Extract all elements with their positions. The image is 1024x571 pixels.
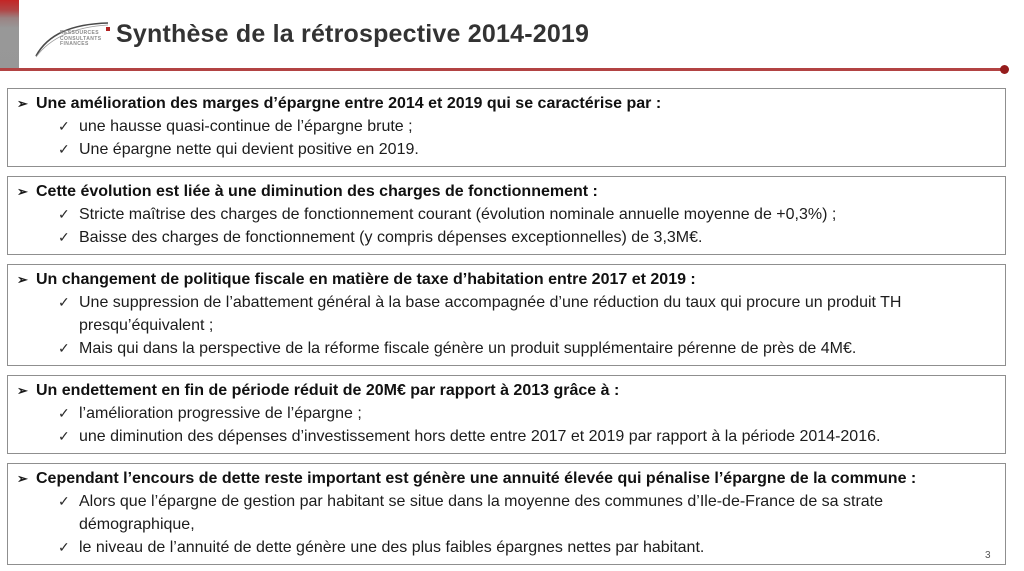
- check-icon: ✓: [58, 229, 70, 245]
- check-icon: ✓: [58, 428, 70, 444]
- left-edge-accent-bar: [0, 0, 19, 71]
- summary-box-5: ➢ Cependant l’encours de dette reste imp…: [7, 463, 1006, 565]
- list-item-text: Alors que l’épargne de gestion par habit…: [79, 493, 884, 533]
- check-icon: ✓: [58, 340, 70, 356]
- header-divider-end-dot: [1000, 65, 1009, 74]
- arrow-bullet-icon: ➢: [17, 383, 28, 398]
- box-heading-text: Cette évolution est liée à une diminutio…: [36, 183, 598, 200]
- check-icon: ✓: [58, 118, 70, 134]
- check-icon: ✓: [58, 206, 70, 222]
- list-item: ✓ le niveau de l’annuité de dette génère…: [8, 536, 997, 559]
- list-item-text: une hausse quasi-continue de l’épargne b…: [79, 118, 413, 135]
- arrow-bullet-icon: ➢: [17, 471, 28, 486]
- header-divider-rule: [0, 68, 1006, 71]
- slide-title: Synthèse de la rétrospective 2014-2019: [116, 20, 590, 48]
- box-heading: ➢ Cette évolution est liée à une diminut…: [8, 180, 997, 203]
- summary-box-4: ➢ Un endettement en fin de période rédui…: [7, 375, 1006, 454]
- list-item: ✓ Baisse des charges de fonctionnement (…: [8, 226, 997, 249]
- list-item: ✓ Une épargne nette qui devient positive…: [8, 138, 997, 161]
- logo-text: RESSOURCES CONSULTANTS FINANCES: [60, 30, 102, 48]
- list-item-text: Stricte maîtrise des charges de fonction…: [79, 206, 837, 223]
- check-icon: ✓: [58, 493, 70, 509]
- arrow-bullet-icon: ➢: [17, 184, 28, 199]
- list-item-text: Une suppression de l’abattement général …: [79, 294, 902, 334]
- list-item: ✓ Une suppression de l’abattement généra…: [8, 291, 997, 337]
- list-item: ✓ une diminution des dépenses d’investis…: [8, 425, 997, 448]
- box-heading: ➢ Une amélioration des marges d’épargne …: [8, 92, 997, 115]
- arrow-bullet-icon: ➢: [17, 272, 28, 287]
- box-heading-text: Un endettement en fin de période réduit …: [36, 382, 620, 399]
- box-heading-text: Cependant l’encours de dette reste impor…: [36, 470, 917, 487]
- list-item: ✓ Mais qui dans la perspective de la réf…: [8, 337, 997, 360]
- list-item-text: Une épargne nette qui devient positive e…: [79, 141, 419, 158]
- arrow-bullet-icon: ➢: [17, 96, 28, 111]
- logo-swoosh-icon: [35, 22, 109, 58]
- slide-content: ➢ Une amélioration des marges d’épargne …: [7, 88, 1006, 571]
- box-heading: ➢ Un changement de politique fiscale en …: [8, 268, 997, 291]
- box-heading-text: Une amélioration des marges d’épargne en…: [36, 95, 662, 112]
- list-item: ✓ une hausse quasi-continue de l’épargne…: [8, 115, 997, 138]
- logo-line-3: FINANCES: [60, 41, 89, 47]
- box-heading: ➢ Cependant l’encours de dette reste imp…: [8, 467, 997, 490]
- list-item-text: Mais qui dans la perspective de la réfor…: [79, 340, 857, 357]
- logo-line-2: CONSULTANTS: [60, 35, 102, 42]
- list-item-text: le niveau de l’annuité de dette génère u…: [79, 539, 705, 556]
- check-icon: ✓: [58, 539, 70, 555]
- summary-box-1: ➢ Une amélioration des marges d’épargne …: [7, 88, 1006, 167]
- box-heading-text: Un changement de politique fiscale en ma…: [36, 271, 696, 288]
- list-item-text: une diminution des dépenses d’investisse…: [79, 428, 881, 445]
- check-icon: ✓: [58, 294, 70, 310]
- company-logo: RESSOURCES CONSULTANTS FINANCES: [34, 16, 112, 68]
- list-item: ✓ Alors que l’épargne de gestion par hab…: [8, 490, 997, 536]
- page-number: 3: [985, 550, 991, 561]
- box-heading: ➢ Un endettement en fin de période rédui…: [8, 379, 997, 402]
- list-item-text: Baisse des charges de fonctionnement (y …: [79, 229, 703, 246]
- list-item-text: l’amélioration progressive de l’épargne …: [79, 405, 362, 422]
- list-item: ✓ l’amélioration progressive de l’épargn…: [8, 402, 997, 425]
- check-icon: ✓: [58, 405, 70, 421]
- logo-red-dot: [106, 27, 110, 31]
- summary-box-2: ➢ Cette évolution est liée à une diminut…: [7, 176, 1006, 255]
- logo-line-1: RESSOURCES: [60, 30, 100, 36]
- check-icon: ✓: [58, 141, 70, 157]
- summary-box-3: ➢ Un changement de politique fiscale en …: [7, 264, 1006, 366]
- list-item: ✓ Stricte maîtrise des charges de foncti…: [8, 203, 997, 226]
